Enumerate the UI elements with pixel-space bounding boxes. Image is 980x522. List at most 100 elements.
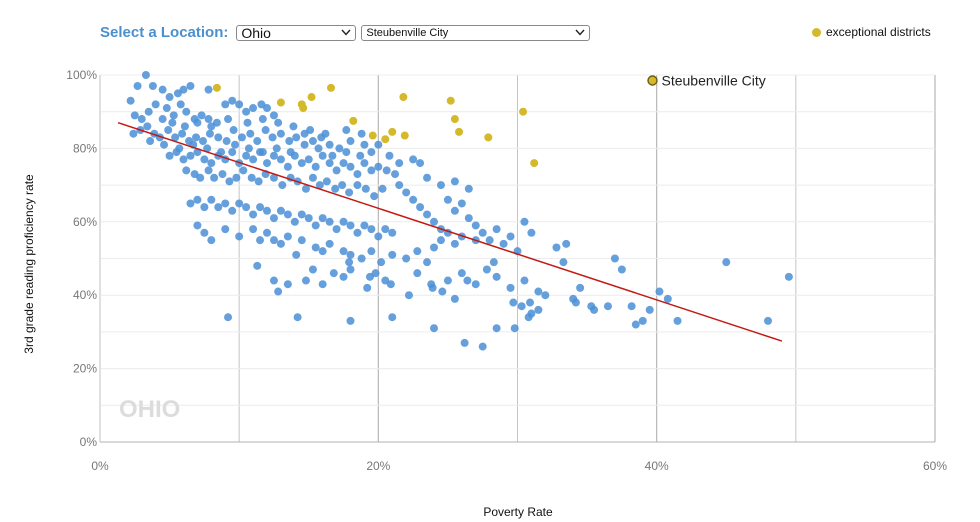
data-point (450, 206, 459, 215)
watermark-text: OHIO (119, 396, 180, 423)
data-point (388, 250, 397, 259)
x-axis-label: Poverty Rate (483, 505, 553, 519)
exceptional-point (450, 115, 459, 124)
data-point (249, 210, 258, 219)
data-point (198, 137, 207, 146)
data-point (137, 115, 146, 124)
data-point (258, 115, 267, 124)
exceptional-point (530, 159, 539, 168)
y-tick-label: 80% (73, 141, 97, 155)
exceptional-legend-label: exceptional districts (826, 25, 931, 39)
state-select-value: Ohio (241, 24, 271, 41)
exceptional-points (212, 83, 539, 168)
data-point (482, 265, 491, 274)
data-point (413, 269, 422, 278)
highlight-label: Steubenville City (661, 73, 765, 89)
data-point (365, 272, 374, 281)
data-point (378, 184, 387, 193)
data-point (353, 181, 362, 190)
data-point (526, 298, 535, 307)
district-select[interactable]: Steubenville City (361, 24, 591, 41)
data-point (225, 177, 234, 186)
data-point (304, 214, 313, 223)
data-point (285, 137, 294, 146)
data-point (423, 258, 432, 267)
data-point (325, 140, 334, 149)
data-point (283, 232, 292, 241)
data-point (335, 144, 344, 153)
data-point (524, 313, 533, 322)
data-point (617, 265, 626, 274)
data-point (450, 177, 459, 186)
data-point (242, 151, 251, 160)
data-point (587, 302, 596, 311)
data-point (197, 111, 206, 120)
data-point (196, 173, 205, 182)
data-point (784, 272, 793, 281)
y-tick-label: 0% (80, 435, 98, 449)
data-point (471, 280, 480, 289)
data-point (423, 173, 432, 182)
data-point (297, 159, 306, 168)
data-point (272, 144, 281, 153)
data-point (489, 258, 498, 267)
data-point (221, 199, 230, 208)
exceptional-point (349, 116, 358, 125)
data-point (478, 342, 487, 351)
exceptional-point (388, 127, 397, 136)
data-point (200, 228, 209, 237)
data-point (478, 228, 487, 237)
data-point (130, 111, 139, 120)
data-point (332, 166, 341, 175)
data-point (263, 104, 271, 113)
data-point (506, 283, 515, 292)
data-point (346, 316, 355, 325)
data-point (315, 181, 324, 190)
data-point (263, 228, 271, 237)
exceptional-point (446, 96, 455, 105)
data-point (268, 133, 277, 142)
data-point (308, 137, 317, 146)
data-point (129, 129, 138, 138)
data-point (367, 225, 376, 234)
data-point (235, 100, 244, 109)
data-point (308, 173, 317, 182)
data-point (176, 100, 185, 109)
data-point (450, 239, 459, 248)
exceptional-point (368, 131, 377, 140)
state-select[interactable]: Ohio (236, 24, 357, 41)
data-point (283, 280, 292, 289)
data-point (218, 170, 227, 179)
data-point (357, 129, 366, 138)
data-point (179, 155, 188, 164)
data-point (237, 133, 246, 142)
data-point (367, 166, 376, 175)
data-point (360, 221, 369, 230)
data-point (256, 236, 265, 245)
data-point (207, 236, 216, 245)
data-point (169, 111, 178, 120)
data-point (395, 159, 404, 168)
data-point (222, 137, 231, 146)
data-point (261, 126, 270, 135)
data-point (655, 287, 664, 296)
data-point (301, 184, 310, 193)
data-point (509, 298, 518, 307)
data-point (263, 159, 271, 168)
data-point (423, 210, 432, 219)
data-point (148, 82, 157, 91)
data-points (126, 71, 793, 351)
select-location-label: Select a Location: (100, 24, 229, 41)
data-point (269, 151, 278, 160)
data-point (338, 181, 347, 190)
data-point (300, 140, 309, 149)
data-point (276, 239, 285, 248)
data-point (360, 140, 369, 149)
data-point (244, 144, 253, 153)
data-point (143, 122, 152, 131)
data-point (278, 181, 287, 190)
x-tick-label: 40% (645, 459, 669, 473)
data-point (388, 228, 397, 237)
exceptional-point (400, 131, 409, 140)
